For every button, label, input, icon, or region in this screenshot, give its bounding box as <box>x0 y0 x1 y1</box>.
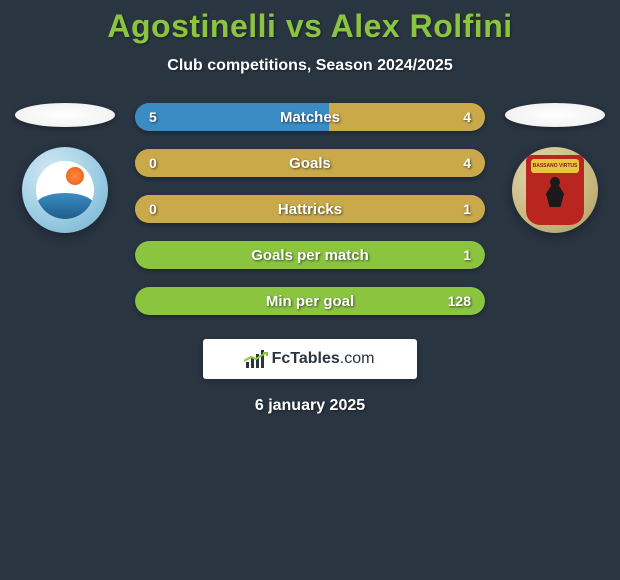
stat-value-right: 1 <box>463 247 471 263</box>
subtitle: Club competitions, Season 2024/2025 <box>0 57 620 75</box>
stat-row: 5 Matches 4 <box>135 103 485 131</box>
chart-icon <box>246 350 266 368</box>
badge-right-shield: BASSANO VIRTUS <box>526 155 584 225</box>
badge-left-emblem <box>36 161 94 219</box>
stat-row: 0 Hattricks 1 <box>135 195 485 223</box>
stat-row: Goals per match 1 <box>135 241 485 269</box>
stat-value-right: 4 <box>463 155 471 171</box>
player-silhouette-icon <box>542 177 568 209</box>
brand-name: FcTables.com <box>272 350 375 368</box>
stat-row: Min per goal 128 <box>135 287 485 315</box>
stat-value-left: 0 <box>149 155 157 171</box>
placeholder-oval-left <box>15 103 115 127</box>
wave-icon <box>36 193 94 219</box>
date-label: 6 january 2025 <box>255 397 365 415</box>
page-title: Agostinelli vs Alex Rolfini <box>0 8 620 45</box>
team-badge-right: BASSANO VIRTUS <box>512 147 598 233</box>
stat-value-right: 128 <box>448 293 471 309</box>
badge-banner: BASSANO VIRTUS <box>531 159 579 173</box>
sun-icon <box>66 167 84 185</box>
comparison-card: Agostinelli vs Alex Rolfini Club competi… <box>0 0 620 415</box>
content-row: 5Matches40Goals40Hattricks1Goals per mat… <box>0 103 620 315</box>
stat-row: 0 Goals 4 <box>135 149 485 177</box>
right-column: BASSANO VIRTUS <box>505 103 605 233</box>
placeholder-oval-right <box>505 103 605 127</box>
team-badge-left <box>22 147 108 233</box>
stat-value-right: 4 <box>463 109 471 125</box>
stat-label: Matches <box>280 109 340 126</box>
stat-value-left: 0 <box>149 201 157 217</box>
stat-fill-right <box>329 103 485 131</box>
stat-value-left: 5 <box>149 109 157 125</box>
left-column <box>15 103 115 233</box>
stats-list: 5Matches40Goals40Hattricks1Goals per mat… <box>135 103 485 315</box>
stat-label: Goals <box>289 155 331 172</box>
trend-line-icon <box>244 352 268 362</box>
stat-value-right: 1 <box>463 201 471 217</box>
stat-label: Goals per match <box>251 247 369 264</box>
stat-label: Hattricks <box>278 201 342 218</box>
brand-box: FcTables.com <box>203 339 417 379</box>
stat-label: Min per goal <box>266 293 354 310</box>
footer: FcTables.com 6 january 2025 <box>0 339 620 415</box>
